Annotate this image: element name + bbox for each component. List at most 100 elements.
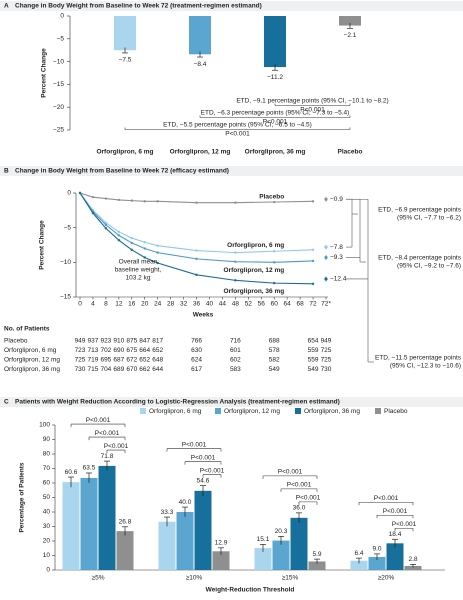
value-label: 63.5 (83, 465, 96, 472)
legend-swatch (215, 408, 221, 414)
count: 662 (139, 366, 150, 373)
point (311, 282, 315, 286)
count: 923 (100, 338, 111, 345)
point (234, 260, 237, 263)
bar (350, 560, 368, 570)
p-value: P<0.001 (263, 119, 288, 126)
y-tick-label: 70 (43, 465, 51, 472)
p-value: P<0.001 (383, 508, 408, 515)
x-tick-label: 20 (141, 301, 149, 308)
count: 644 (152, 366, 163, 373)
legend-swatch (375, 408, 381, 414)
count: 689 (113, 366, 124, 373)
row-name: Orforglipron, 36 mg (4, 366, 60, 373)
point (234, 279, 237, 282)
count: 715 (88, 366, 99, 373)
annotation: Overall mean (119, 259, 158, 266)
etd-label: ETD, −8.4 percentage points (378, 255, 462, 262)
value-label: 20.3 (275, 528, 288, 535)
point (117, 238, 121, 242)
point (143, 256, 146, 259)
point (273, 261, 276, 264)
value-label: 18.4 (389, 531, 402, 538)
y-tick-label: 90 (43, 436, 51, 443)
value-label: −2.1 (344, 32, 357, 39)
bar (189, 16, 211, 55)
bar (404, 565, 422, 570)
series-label: Orforglipron, 12 mg (224, 267, 285, 274)
legend-label: Placebo (384, 408, 408, 415)
value-label: 26.8 (119, 519, 132, 526)
value-label: 5.9 (312, 551, 321, 558)
panel-title: Change in Body Weight from Baseline to W… (15, 168, 229, 175)
p-value: P<0.001 (296, 495, 321, 502)
count: 601 (230, 347, 241, 354)
point (143, 241, 146, 244)
count: 675 (126, 347, 137, 354)
etd-label: ETD, −5.5 percentage points (95% CI, −6.… (163, 122, 312, 129)
value-label: 15.1 (257, 536, 270, 543)
value-label: 33.3 (161, 509, 174, 516)
y-tick-label: 0 (67, 190, 71, 197)
y-tick-label: 30 (43, 523, 51, 530)
value-label: 12.9 (215, 540, 228, 547)
y-axis-title: Percent Change (41, 48, 48, 98)
count: 875 (126, 338, 137, 345)
category-label: Orforglipron, 6 mg (96, 149, 153, 156)
y-tick-label: −5 (64, 224, 72, 231)
x-tick-label: ≥5% (92, 575, 105, 582)
count: 549 (308, 366, 319, 373)
y-tick-label: −15 (60, 294, 71, 301)
x-tick-label: ≥15% (282, 575, 299, 582)
count: 670 (126, 366, 137, 373)
bar (80, 477, 98, 570)
count: 549 (269, 366, 280, 373)
count: 559 (308, 347, 319, 354)
bar (212, 551, 230, 570)
p-value: P<0.001 (300, 107, 325, 114)
x-tick-label: 8 (104, 301, 108, 308)
x-tick-label: 24 (154, 301, 162, 308)
value-label: 60.6 (65, 469, 78, 476)
y-axis-title: Percent Change (39, 220, 46, 270)
etd-label: ETD, −6.9 percentage points (378, 207, 462, 214)
point (130, 248, 133, 252)
x-tick-label: 40 (206, 301, 214, 308)
x-tick-label: 48 (232, 301, 240, 308)
bar (339, 16, 361, 26)
count: 949 (321, 338, 332, 345)
x-tick-label: 60 (271, 301, 279, 308)
bar (290, 517, 308, 570)
value-label: 40.0 (179, 499, 192, 506)
annotation: baseline weight, (115, 267, 162, 274)
bar (264, 16, 286, 68)
count: 723 (75, 347, 86, 354)
count: 654 (308, 338, 319, 345)
point (130, 241, 133, 245)
etd-label: ETD, −9.1 percentage points (95% CI, −10… (236, 98, 388, 105)
count: 652 (152, 347, 163, 354)
count: 617 (191, 366, 202, 373)
x-tick-label: 44 (219, 301, 227, 308)
count: 725 (321, 347, 332, 354)
count: 690 (113, 347, 124, 354)
panel-letter: B (4, 168, 9, 175)
x-tick-label: 36 (193, 301, 201, 308)
point (156, 244, 159, 247)
end-label: −0.9 (330, 196, 343, 203)
bar (254, 548, 272, 570)
x-tick-label: 52 (245, 301, 253, 308)
legend-swatch (140, 408, 146, 414)
point (78, 191, 82, 195)
value-label: 2.8 (408, 556, 417, 563)
point (311, 200, 315, 203)
bar (62, 482, 80, 570)
y-tick-label: 80 (43, 451, 51, 458)
point (195, 201, 198, 204)
value-label: 71.8 (101, 453, 114, 460)
count: 937 (88, 338, 99, 345)
count: 624 (191, 357, 202, 364)
count: 630 (191, 347, 202, 354)
bar (272, 540, 290, 570)
